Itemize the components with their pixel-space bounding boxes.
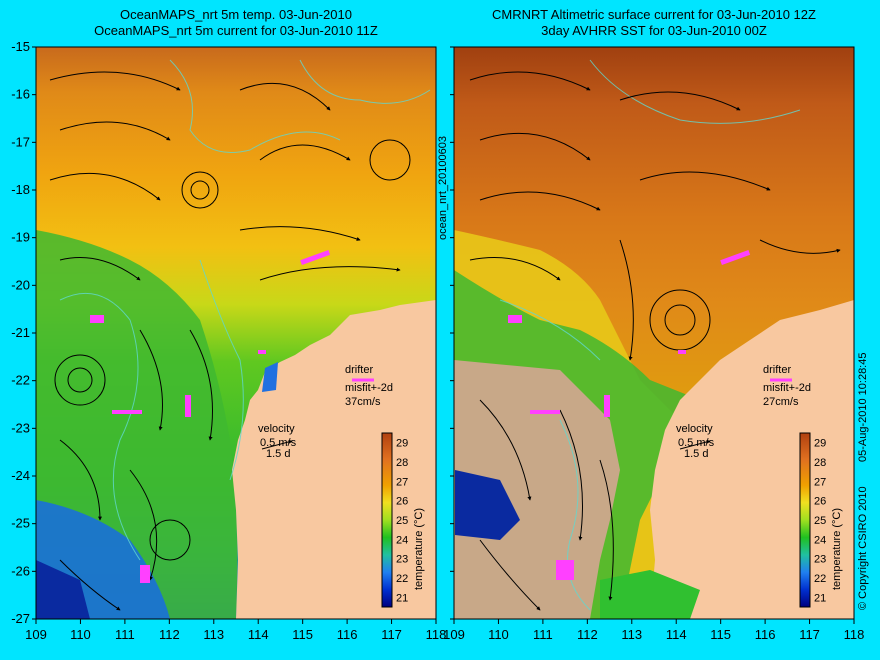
right-drifter-tracks [508, 249, 751, 580]
left-lon-label: 109 [25, 627, 47, 642]
right-map-panel [454, 47, 854, 619]
center-run-label: ocean_nrt_20100603 [437, 136, 449, 240]
right-drifter-speed: 27cm/s [763, 396, 799, 408]
right-velocity-arrow [679, 439, 711, 450]
right-nodata-mask [454, 360, 620, 619]
left-lat-label: -17 [11, 134, 30, 149]
right-colorbar-tick: 24 [814, 534, 826, 546]
right-lon-label: 115 [710, 627, 731, 642]
right-cold-patch [455, 470, 520, 540]
left-lon-label: 116 [337, 627, 358, 642]
left-lat-label: -21 [11, 325, 30, 340]
left-lat-label: -22 [11, 373, 30, 388]
right-map-title: CMRNRT Altimetric surface current for 03… [454, 7, 854, 39]
left-lat-label: -19 [11, 230, 30, 245]
right-colorbar-tick: 21 [814, 592, 826, 604]
left-colorbar-tick: 25 [396, 515, 408, 527]
left-title-line1: OceanMAPS_nrt 5m temp. 03-Jun-2010 [120, 7, 352, 22]
right-lon-label: 118 [844, 627, 865, 642]
left-lon-label: 117 [381, 627, 402, 642]
left-lat-label: -15 [11, 39, 30, 54]
left-current-streamlines [49, 71, 411, 611]
left-bathymetry-contours [59, 59, 431, 561]
left-colorbar-tick: 21 [396, 592, 408, 604]
left-lat-label: -24 [11, 468, 30, 483]
axes: 109 110 111 112 113 114 115 116 117 118 -15 -16 -17 -… [11, 39, 864, 642]
right-lon-label: 116 [755, 627, 776, 642]
left-lon-label: 111 [115, 627, 135, 642]
left-drifter-speed: 37cm/s [345, 396, 381, 408]
left-velocity-time: 1.5 d [266, 448, 290, 460]
right-colorbar-tick: 22 [814, 573, 826, 585]
left-lon-label: 110 [70, 627, 91, 642]
right-title-line2: 3day AVHRR SST for 03-Jun-2010 00Z [541, 23, 767, 38]
left-drifter-label: drifter [345, 364, 373, 376]
right-colorbar-tick: 25 [814, 515, 826, 527]
right-lon-label: 109 [443, 627, 465, 642]
left-lat-label: -20 [11, 277, 30, 292]
right-colorbar-tick: 28 [814, 457, 826, 469]
right-colorbar-tick: 23 [814, 554, 826, 566]
left-lat-label: -27 [11, 611, 30, 626]
right-current-streamlines [469, 71, 841, 611]
left-drifter-tracks [90, 249, 331, 583]
left-lat-label: -16 [11, 87, 30, 102]
left-velocity-label: velocity [258, 423, 295, 435]
right-colorbar-tick: 29 [814, 438, 826, 450]
right-lon-label: 114 [666, 627, 687, 642]
right-lon-label: 110 [488, 627, 509, 642]
right-colorbar-tick: 26 [814, 496, 826, 508]
left-lat-label: -18 [11, 182, 30, 197]
left-velocity-scale: 0.5 m/s [260, 437, 297, 449]
left-colorbar-tick: 24 [396, 534, 408, 546]
left-lat-label: -23 [11, 420, 30, 435]
left-map-title: OceanMAPS_nrt 5m temp. 03-Jun-2010 Ocean… [36, 7, 436, 39]
right-bathymetry-contours [499, 59, 801, 611]
right-lon-label: 112 [577, 627, 598, 642]
left-lon-label: 113 [203, 627, 224, 642]
left-lon-label: 114 [248, 627, 269, 642]
left-coastal-inlet [262, 362, 278, 392]
left-lat-label: -25 [11, 516, 30, 531]
right-velocity-time: 1.5 d [684, 448, 708, 460]
right-velocity-scale: 0.5 m/s [678, 437, 715, 449]
right-colorbar-label: temperature (°C) [831, 508, 843, 590]
left-title-line2: OceanMAPS_nrt 5m current for 03-Jun-2010… [94, 23, 378, 38]
timestamp-label: 05-Aug-2010 10:28:45 [857, 353, 869, 462]
left-velocity-arrow [261, 439, 293, 450]
left-colorbar-label: temperature (°C) [413, 508, 425, 590]
right-lon-label: 111 [533, 627, 553, 642]
right-drifter-label: drifter [763, 364, 791, 376]
copyright-label: © Copyright CSIRO 2010 [857, 486, 869, 610]
left-map-panel [36, 47, 436, 619]
right-lon-label: 113 [621, 627, 642, 642]
left-colorbar-tick: 26 [396, 496, 408, 508]
left-colorbar-tick: 27 [396, 476, 408, 488]
left-colorbar-tick: 23 [396, 554, 408, 566]
left-colorbar: 21 22 23 24 25 26 27 28 29 [381, 432, 408, 608]
right-drifter-misfit: misfit+-2d [763, 382, 811, 394]
left-lon-label: 115 [292, 627, 313, 642]
right-colorbar: 21 22 23 24 25 26 27 28 29 [799, 432, 826, 608]
right-colorbar-tick: 27 [814, 476, 826, 488]
left-colorbar-tick: 28 [396, 457, 408, 469]
left-drifter-misfit: misfit+-2d [345, 382, 393, 394]
right-title-line1: CMRNRT Altimetric surface current for 03… [492, 7, 816, 22]
left-colorbar-tick: 22 [396, 573, 408, 585]
left-lon-label: 118 [426, 627, 447, 642]
right-lon-label: 117 [799, 627, 820, 642]
left-coldest-water [36, 560, 90, 619]
left-colorbar-tick: 29 [396, 438, 408, 450]
left-lon-label: 112 [159, 627, 180, 642]
left-lat-label: -26 [11, 563, 30, 578]
right-green-patch [600, 570, 700, 619]
right-velocity-label: velocity [676, 423, 713, 435]
